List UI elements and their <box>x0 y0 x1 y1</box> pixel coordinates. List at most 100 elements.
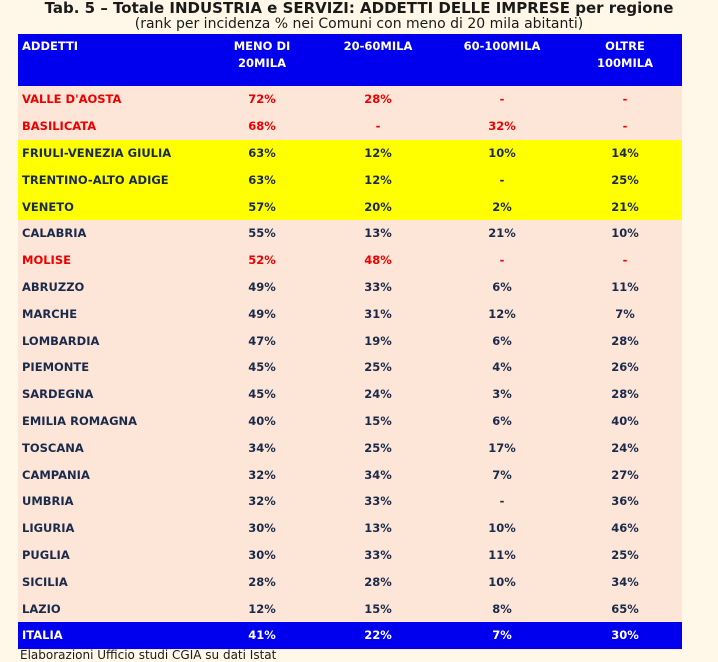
region-name-cell: EMILIA ROMAGNA <box>22 413 138 428</box>
value-cell: 68% <box>248 119 276 134</box>
value-cell: 15% <box>364 601 392 616</box>
table-row: CAMPANIA 32% 34% 7% 27% <box>18 461 682 488</box>
value-cell: 55% <box>248 226 276 241</box>
value-cell: 30% <box>611 628 639 643</box>
value-cell: 33% <box>364 547 392 562</box>
region-name-cell: LAZIO <box>22 601 61 616</box>
region-name-cell: TOSCANA <box>22 440 84 455</box>
value-cell: 34% <box>611 574 639 589</box>
region-name-cell: CAMPANIA <box>22 467 90 482</box>
table-row: PUGLIA 30% 33% 11% 25% <box>18 542 682 569</box>
region-name-cell: VENETO <box>22 199 74 214</box>
value-cell: 32% <box>488 119 516 134</box>
value-cell: 21% <box>611 199 639 214</box>
value-cell: 45% <box>248 360 276 375</box>
value-cell: 28% <box>611 333 639 348</box>
value-cell: 48% <box>364 253 392 268</box>
region-name-cell: PIEMONTE <box>22 360 90 375</box>
value-cell: 33% <box>364 494 392 509</box>
value-cell: 10% <box>488 145 516 160</box>
value-cell: 15% <box>364 413 392 428</box>
region-name-cell: SICILIA <box>22 574 68 589</box>
value-cell: 25% <box>611 172 639 187</box>
region-name-cell: ABRUZZO <box>22 279 85 294</box>
value-cell: 32% <box>248 494 276 509</box>
table-body: VALLE D'AOSTA 72% 28% - - BASILICATA 68% - 32% - F… <box>18 86 682 649</box>
value-cell: 36% <box>611 494 639 509</box>
table-frame: ADDETTI MENO DI 20MILA 20-60MILA 60-100MILA O… <box>18 34 682 650</box>
value-cell: - <box>622 253 628 268</box>
value-cell: 49% <box>248 306 276 321</box>
value-cell: 7% <box>492 628 512 643</box>
value-cell: - <box>375 119 381 134</box>
region-name-cell: LOMBARDIA <box>22 333 100 348</box>
value-cell: 49% <box>248 279 276 294</box>
table-row: BASILICATA 68% - 32% - <box>18 113 682 140</box>
table-row: TOSCANA 34% 25% 17% 24% <box>18 434 682 461</box>
value-cell: 52% <box>248 253 276 268</box>
value-cell: - <box>499 172 505 187</box>
column-header: ADDETTI <box>22 39 79 53</box>
value-cell: 3% <box>492 387 512 402</box>
value-cell: 45% <box>248 387 276 402</box>
value-cell: 11% <box>611 279 639 294</box>
table-row: VALLE D'AOSTA 72% 28% - - <box>18 86 682 113</box>
header-row: ADDETTI MENO DI 20MILA 20-60MILA 60-100MILA O… <box>18 34 682 86</box>
region-name-cell: LIGURIA <box>22 521 75 536</box>
value-cell: 10% <box>611 226 639 241</box>
value-cell: 57% <box>248 199 276 214</box>
table-header: ADDETTI MENO DI 20MILA 20-60MILA 60-100MILA O… <box>18 34 682 86</box>
value-cell: 63% <box>248 145 276 160</box>
value-cell: 12% <box>364 145 392 160</box>
value-cell: 13% <box>364 521 392 536</box>
value-cell: 10% <box>488 521 516 536</box>
table-row: MARCHE 49% 31% 12% 7% <box>18 300 682 327</box>
value-cell: 47% <box>248 333 276 348</box>
value-cell: 12% <box>364 172 392 187</box>
value-cell: 7% <box>492 467 512 482</box>
value-cell: 6% <box>492 279 512 294</box>
value-cell: - <box>499 253 505 268</box>
value-cell: 28% <box>364 574 392 589</box>
value-cell: 40% <box>248 413 276 428</box>
region-name-cell: MOLISE <box>22 253 71 268</box>
value-cell: 4% <box>492 360 512 375</box>
value-cell: 13% <box>364 226 392 241</box>
value-cell: 7% <box>615 306 635 321</box>
value-cell: 27% <box>611 467 639 482</box>
table-row: LAZIO 12% 15% 8% 65% <box>18 595 682 622</box>
page-title: Tab. 5 – Totale INDUSTRIA e SERVIZI: ADD… <box>44 0 674 17</box>
table-row: PIEMONTE 45% 25% 4% 26% <box>18 354 682 381</box>
value-cell: 12% <box>488 306 516 321</box>
region-name-cell: SARDEGNA <box>22 387 94 402</box>
value-cell: 14% <box>611 145 639 160</box>
table-row: UMBRIA 32% 33% - 36% <box>18 488 682 515</box>
value-cell: 46% <box>611 521 639 536</box>
value-cell: - <box>499 494 505 509</box>
value-cell: 25% <box>611 547 639 562</box>
value-cell: 63% <box>248 172 276 187</box>
value-cell: 24% <box>364 387 392 402</box>
region-name-cell: PUGLIA <box>22 547 70 562</box>
table-row: SARDEGNA 45% 24% 3% 28% <box>18 381 682 408</box>
value-cell: 8% <box>492 601 512 616</box>
column-header: 60-100MILA <box>463 39 541 53</box>
region-name-cell: UMBRIA <box>22 494 74 509</box>
value-cell: 25% <box>364 360 392 375</box>
value-cell: 2% <box>492 199 512 214</box>
table-row: VENETO 57% 20% 2% 21% <box>18 193 682 220</box>
value-cell: 17% <box>488 440 516 455</box>
table-row: LIGURIA 30% 13% 10% 46% <box>18 515 682 542</box>
column-header: 20-60MILA <box>343 39 413 53</box>
total-row: ITALIA 41% 22% 7% 30% <box>18 621 682 649</box>
region-name-cell: FRIULI-VENEZIA GIULIA <box>22 145 172 160</box>
value-cell: 33% <box>364 279 392 294</box>
table-row: EMILIA ROMAGNA 40% 15% 6% 40% <box>18 408 682 435</box>
region-name-cell: MARCHE <box>22 306 78 321</box>
value-cell: 24% <box>611 440 639 455</box>
value-cell: - <box>499 92 505 107</box>
region-name-cell: TRENTINO-ALTO ADIGE <box>22 172 169 187</box>
value-cell: 12% <box>248 601 276 616</box>
value-cell: 6% <box>492 333 512 348</box>
region-name-cell: BASILICATA <box>22 119 97 134</box>
